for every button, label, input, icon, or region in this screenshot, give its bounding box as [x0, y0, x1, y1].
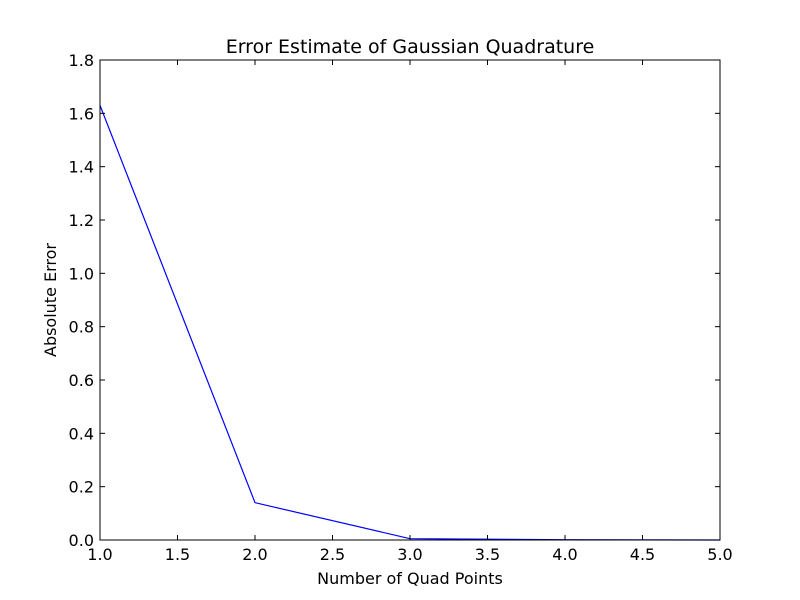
- x-tick-label: 1.0: [87, 545, 112, 564]
- y-tick-label: 0.6: [69, 371, 94, 390]
- y-tick-label: 0.0: [69, 531, 94, 550]
- x-tick-label: 1.5: [165, 545, 190, 564]
- y-tick-label: 1.2: [69, 211, 94, 230]
- x-tick-label: 2.5: [320, 545, 345, 564]
- y-tick-label: 0.4: [69, 424, 94, 443]
- x-tick-label: 3.5: [475, 545, 500, 564]
- y-tick-label: 0.2: [69, 478, 94, 497]
- plot-area-background: [100, 60, 720, 540]
- plot-frame: [99, 59, 721, 541]
- y-tick-label: 0.8: [69, 318, 94, 337]
- tick-layer: 1.0 1.5 2.0 2.5 3.0 3.5 4.0 4.5 5.0 0.0 0.2 0.4 0.6 0…: [69, 51, 733, 564]
- y-tick-label: 1.8: [69, 51, 94, 70]
- x-tick-label: 2.0: [242, 545, 267, 564]
- chart-title: Error Estimate of Gaussian Quadrature: [226, 36, 595, 58]
- y-axis-title: Absolute Error: [41, 243, 60, 357]
- y-tick-label: 1.4: [69, 158, 94, 177]
- x-axis-title: Number of Quad Points: [317, 569, 503, 588]
- x-tick-label: 4.0: [552, 545, 577, 564]
- x-tick-label: 3.0: [397, 545, 422, 564]
- y-tick-label: 1.6: [69, 104, 94, 123]
- x-tick-label: 4.5: [630, 545, 655, 564]
- x-tick-label: 5.0: [707, 545, 732, 564]
- y-tick-label: 1.0: [69, 264, 94, 283]
